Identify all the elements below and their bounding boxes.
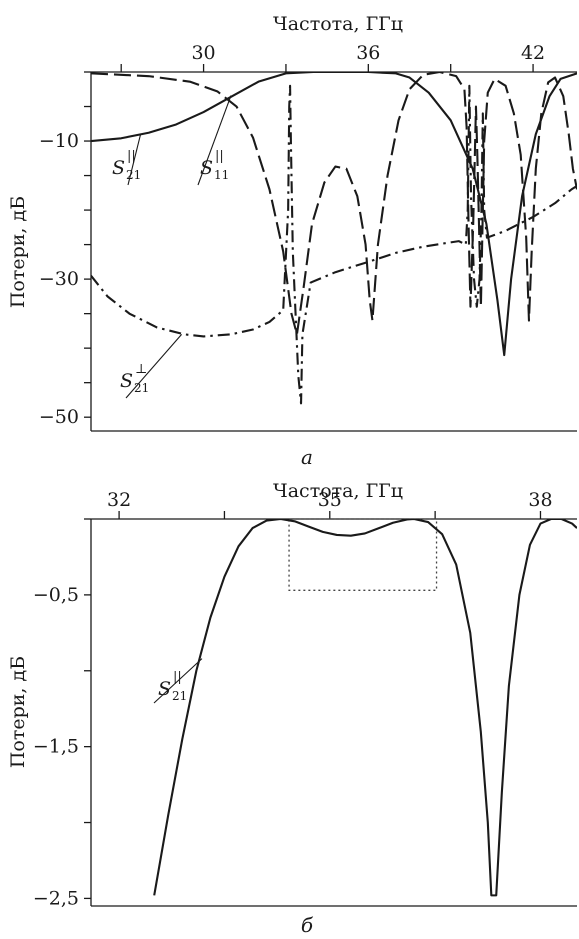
passband-box xyxy=(288,518,438,591)
series-label-sub: 21 xyxy=(134,381,149,395)
x-tick-label: 35 xyxy=(318,489,342,511)
y-tick-label: −1,5 xyxy=(33,736,79,758)
x-tick-label: 32 xyxy=(107,489,131,511)
x-axis-title: Частота, ГГц xyxy=(273,13,403,35)
series-label-s11_par: S 11 || xyxy=(200,149,229,182)
callout-leader-s11_par xyxy=(197,95,232,186)
series-label-main: S xyxy=(200,157,213,179)
series-label-s21_perp: S 21 ⊥ xyxy=(120,362,149,395)
callout-leader-s21_par xyxy=(153,658,203,704)
series-label-sup: || xyxy=(173,670,182,685)
series-label-s21_par: S 21 || xyxy=(158,670,187,703)
x-tick-label: 30 xyxy=(191,42,215,64)
series-label-sup: || xyxy=(215,149,224,164)
panel-label: а xyxy=(301,445,313,469)
series-label-main: S xyxy=(112,157,125,179)
y-axis-title: Потери, дБ xyxy=(7,656,29,768)
panel-label: б xyxy=(301,913,314,937)
x-tick-label: 42 xyxy=(521,42,545,64)
y-tick-label: −2,5 xyxy=(33,887,79,909)
series-label-s21_par: S 21 || xyxy=(112,149,141,182)
series-line-s21_perp xyxy=(91,84,577,405)
y-axis-title: Потери, дБ xyxy=(7,196,29,308)
series-label-sub: 21 xyxy=(126,168,141,182)
series-line-s21_par xyxy=(91,72,577,357)
series-line-s21_par xyxy=(153,519,577,897)
y-tick-label: −0,5 xyxy=(33,584,79,606)
series-label-sup: || xyxy=(127,149,136,164)
series-label-sup: ⊥ xyxy=(135,362,147,377)
series-layer xyxy=(153,519,577,897)
series-label-sub: 21 xyxy=(172,689,187,703)
callout-leader-s21_perp xyxy=(125,333,183,399)
series-line-s11_par xyxy=(91,72,577,336)
y-tick-label: −10 xyxy=(39,130,79,152)
series-layer xyxy=(91,72,577,405)
panel-b: 32 35 38 −0,5 −1,5 −2,5 Частота, ГГц Потери, дБ… xyxy=(7,480,577,937)
series-label-main: S xyxy=(158,678,171,700)
x-tick-label: 36 xyxy=(356,42,380,64)
callout-leader-s21_par xyxy=(127,134,141,186)
series-label-sub: 11 xyxy=(214,168,229,182)
y-tick-label: −50 xyxy=(39,406,79,428)
series-label-main: S xyxy=(120,370,133,392)
x-tick-label: 38 xyxy=(528,489,552,511)
y-tick-label: −30 xyxy=(39,268,79,290)
x-axis-title: Частота, ГГц xyxy=(273,480,403,502)
